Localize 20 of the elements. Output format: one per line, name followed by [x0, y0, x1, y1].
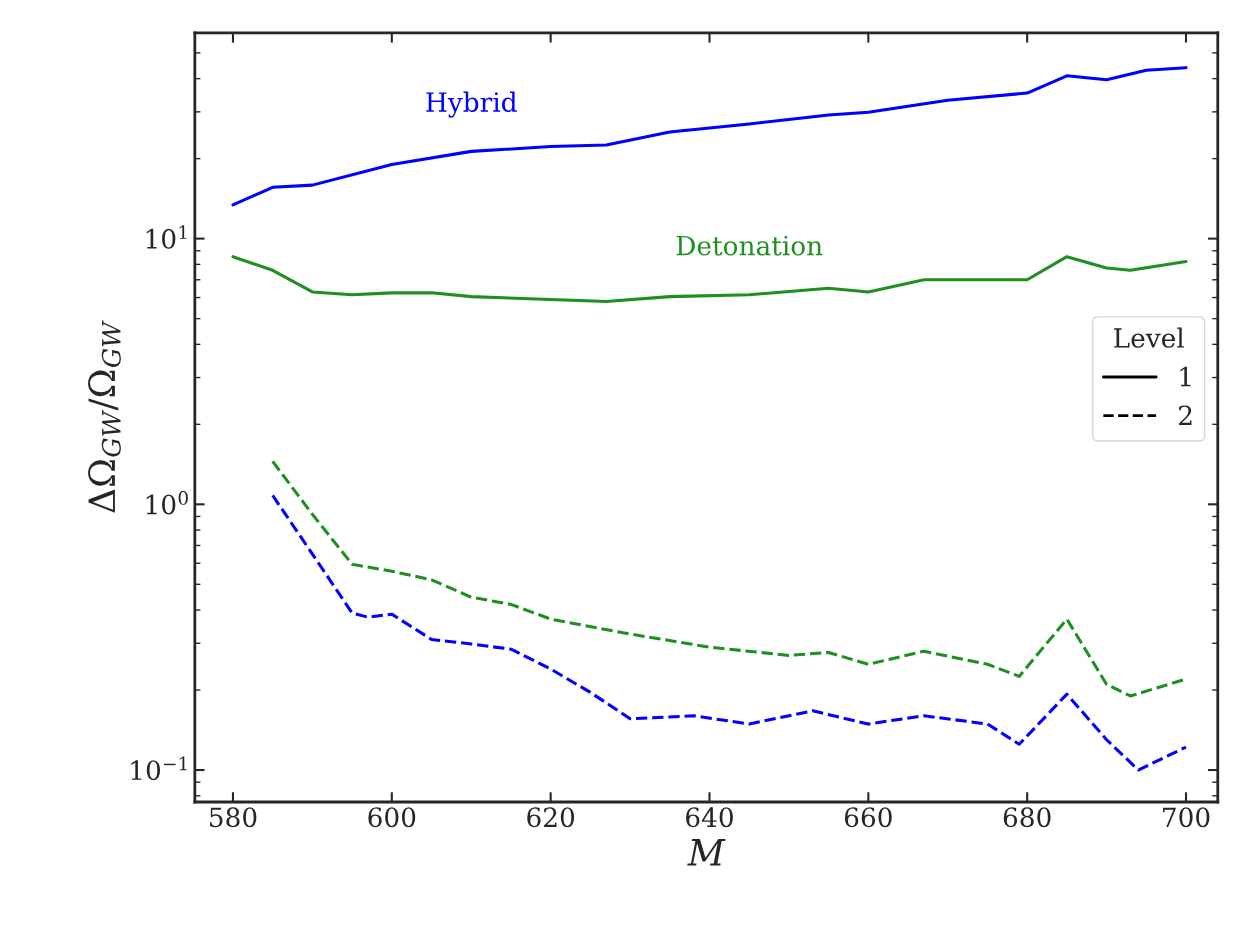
legend-label: 2	[1179, 405, 1192, 425]
y-tick-label: 10$^{−1}$	[131, 756, 187, 781]
x-tick-label: 620	[527, 807, 575, 828]
x-tick-label: 640	[686, 807, 733, 828]
y-axis-title: ΔΩ$_{GW}$/Ω$_{GW}$	[88, 320, 121, 513]
x-axis-title: M	[687, 839, 726, 866]
series-label: Hybrid	[426, 91, 517, 118]
series-label: Detonation	[676, 235, 823, 256]
legend-title: Level	[1114, 327, 1184, 348]
legend-label: 1	[1180, 366, 1191, 387]
y-tick-label: 10$^{0}$	[146, 490, 188, 515]
line-series	[271, 493, 1188, 772]
x-tick-label: 680	[1003, 807, 1051, 828]
x-tick-label: 580	[210, 807, 257, 828]
x-tick-label: 700	[1163, 807, 1210, 828]
x-tick-label: 660	[844, 807, 892, 828]
y-tick-label: 10$^{1}$	[146, 225, 187, 249]
x-tick-label: 600	[368, 807, 416, 828]
line-series	[231, 66, 1188, 207]
line-series	[231, 255, 1188, 304]
